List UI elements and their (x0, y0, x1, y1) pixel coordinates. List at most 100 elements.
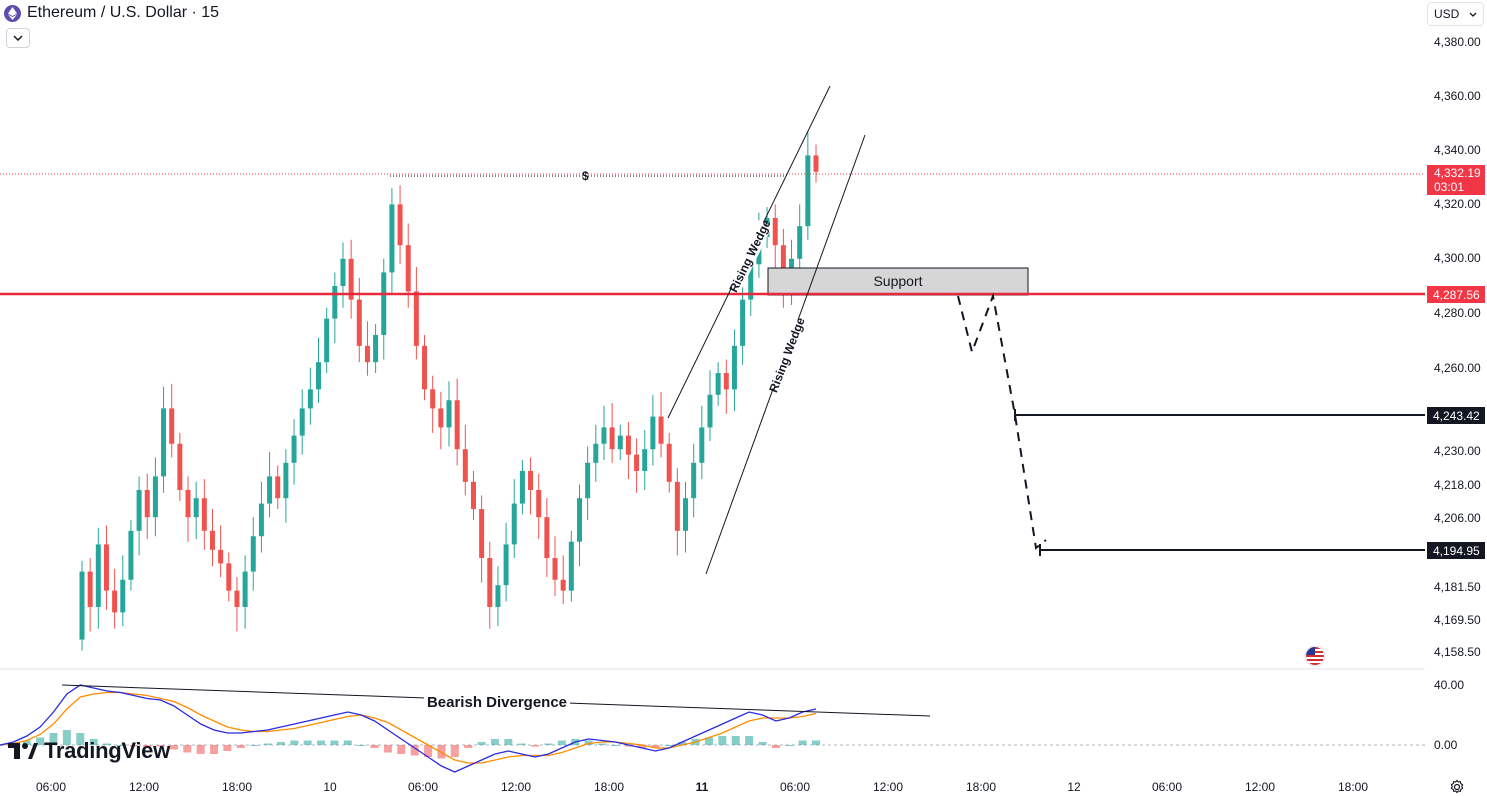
macd-histogram-bar (156, 745, 165, 747)
support-price-badge (1427, 286, 1485, 303)
time-axis[interactable]: 06:00 12:00 18:00 10 06:00 12:00 18:00 11 06:00 1… (36, 780, 1368, 794)
price-tick-label: 4,169.50 (1434, 613, 1481, 627)
macd-histogram-bar (424, 745, 433, 757)
candle-body (503, 544, 509, 586)
candle-body (209, 530, 215, 550)
candle-body (161, 408, 167, 477)
symbol-header[interactable]: Ethereum / U.S. Dollar · 15 (2, 2, 226, 24)
candle-body (683, 498, 689, 531)
candle-body (560, 579, 566, 591)
macd-histogram-bar (22, 740, 31, 745)
liquidity-marker: $ (582, 169, 589, 183)
candle-body (324, 318, 330, 363)
collapse-button[interactable] (6, 28, 30, 48)
us-flag-icon[interactable] (1304, 645, 1326, 667)
time-tick-label: 06:00 (780, 780, 810, 794)
divergence-label: Bearish Divergence (427, 694, 567, 711)
macd-histogram-bar (36, 737, 45, 745)
macd-histogram-bar (477, 742, 486, 745)
currency-select[interactable]: USD (1427, 2, 1484, 26)
macd-histogram-bar (236, 745, 245, 748)
macd-histogram-bar (758, 742, 767, 745)
macd-histogram-bar (718, 736, 727, 745)
candle-body (389, 204, 395, 273)
target1-price-badge (1427, 407, 1485, 424)
candle-body (405, 245, 411, 292)
candle-body (381, 272, 387, 335)
wedge-label-lower: Rising Wedge (766, 315, 808, 394)
candle-body (511, 503, 517, 545)
candle-body (797, 226, 803, 259)
candle-body (495, 585, 501, 607)
macd-histogram-bar (62, 730, 71, 745)
macd-histogram-bar (678, 742, 687, 745)
macd-histogram-bar (303, 740, 312, 745)
candle-body (267, 476, 273, 504)
candle-body (740, 299, 746, 346)
macd-histogram-bar (250, 745, 259, 746)
candle-body (519, 470, 525, 504)
candle-body (642, 449, 648, 471)
price-axis[interactable]: 4,380.00 4,360.00 4,340.00 4,320.00 4,300.00… (1434, 35, 1481, 659)
price-tick-label: 4,300.00 (1434, 251, 1481, 265)
candle-body (780, 245, 786, 286)
ethereum-icon (4, 4, 21, 22)
support-zone[interactable] (767, 267, 1029, 296)
candle-body (291, 435, 297, 463)
macd-tick-label: 40.00 (1434, 678, 1464, 692)
candle-body (316, 362, 322, 390)
candle-body (658, 416, 664, 444)
time-tick-label: 06:00 (1152, 780, 1182, 794)
candle-body (487, 558, 493, 607)
candle-body (136, 490, 142, 531)
candle-body (79, 571, 85, 640)
projection-path[interactable] (957, 292, 1047, 550)
macd-histogram-bar (276, 742, 285, 745)
macd-histogram-bar (464, 745, 473, 748)
gear-icon[interactable] (1449, 779, 1465, 795)
macd-histogram-bar (103, 743, 112, 745)
candle-body (544, 517, 550, 558)
candle-body (650, 416, 656, 450)
macd-histogram-bar (517, 743, 526, 745)
time-tick-label: 12 (1067, 780, 1081, 794)
macd-histogram-bar (704, 737, 713, 745)
macd-histogram-bar (383, 745, 392, 753)
price-tick-label: 4,260.00 (1434, 361, 1481, 375)
wedge-label-bg-upper (726, 219, 773, 292)
currency-label: USD (1434, 7, 1460, 21)
candle-body (617, 435, 623, 450)
macd-line (0, 684, 817, 773)
price-tick-label: 4,218.00 (1434, 478, 1481, 492)
macd-histogram-bar (330, 740, 339, 745)
target2-price-badge (1427, 542, 1485, 559)
candle-body (772, 218, 778, 246)
candle-body (568, 541, 574, 591)
macd-histogram-bar (49, 733, 58, 745)
candle-body (177, 443, 183, 490)
candle-body (666, 443, 672, 482)
candle-body (634, 454, 640, 471)
time-tick-label: 18:00 (966, 780, 996, 794)
candle-body (193, 498, 199, 518)
macd-histogram-bar (798, 740, 807, 745)
macd-tick-label: 0.00 (1434, 738, 1458, 752)
candle-body (593, 443, 599, 463)
candle-body (707, 394, 713, 428)
candle-body (152, 476, 158, 518)
candle-body (731, 345, 737, 390)
candle-body (87, 571, 93, 607)
price-tick-label: 4,320.00 (1434, 197, 1481, 211)
candle-body (364, 345, 370, 363)
current-price-value: 4,332.19 (1434, 166, 1481, 180)
tradingview-wordmark: TradingView (44, 738, 170, 763)
macd-histogram-bar (504, 739, 513, 745)
candle-body (552, 558, 558, 580)
time-tick-label: 12:00 (129, 780, 159, 794)
candle-body (356, 299, 362, 346)
macd-histogram-bar (597, 743, 606, 745)
candle-body (601, 427, 607, 444)
candle-body (332, 286, 338, 319)
macd-histogram-bar (410, 745, 419, 756)
